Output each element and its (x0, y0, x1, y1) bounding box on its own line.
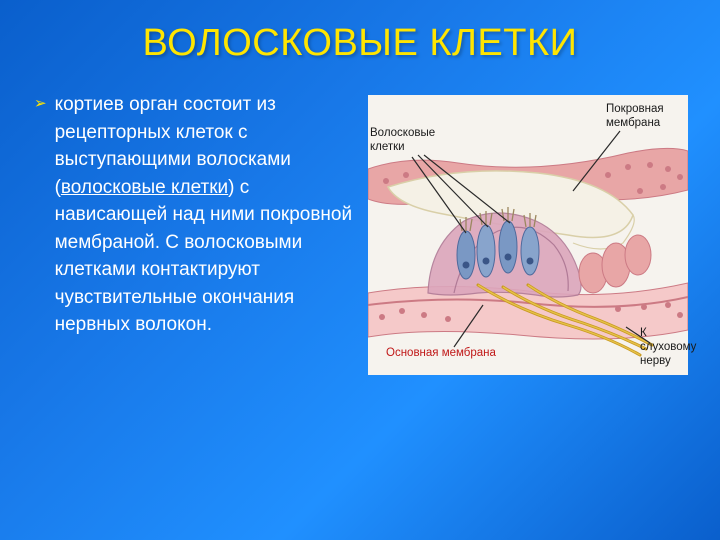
label-to-nerve: Кслуховомунерву (640, 327, 696, 368)
diagram-column: Волосковыеклетки Покровнаямембрана Основ… (368, 91, 702, 375)
page-title: ВОЛОСКОВЫЕ КЛЕТКИ (0, 0, 720, 79)
text-column: ➢ кортиев орган состоит из рецепторных к… (34, 91, 354, 375)
label-cover-membrane: Покровнаямембрана (606, 103, 664, 131)
text-highlight: волосковые клетки (61, 177, 228, 198)
label-basal-membrane: Основная мембрана (386, 347, 496, 361)
content-row: ➢ кортиев орган состоит из рецепторных к… (0, 79, 720, 375)
body-paragraph: кортиев орган состоит из рецепторных кле… (55, 91, 354, 339)
bullet-marker-icon: ➢ (34, 91, 47, 339)
bullet-item: ➢ кортиев орган состоит из рецепторных к… (34, 91, 354, 339)
text-part-2: ) с нависающей над ними покровной мембра… (55, 177, 353, 336)
label-hair-cells: Волосковыеклетки (370, 127, 435, 155)
organ-of-corti-diagram: Волосковыеклетки Покровнаямембрана Основ… (368, 95, 688, 375)
